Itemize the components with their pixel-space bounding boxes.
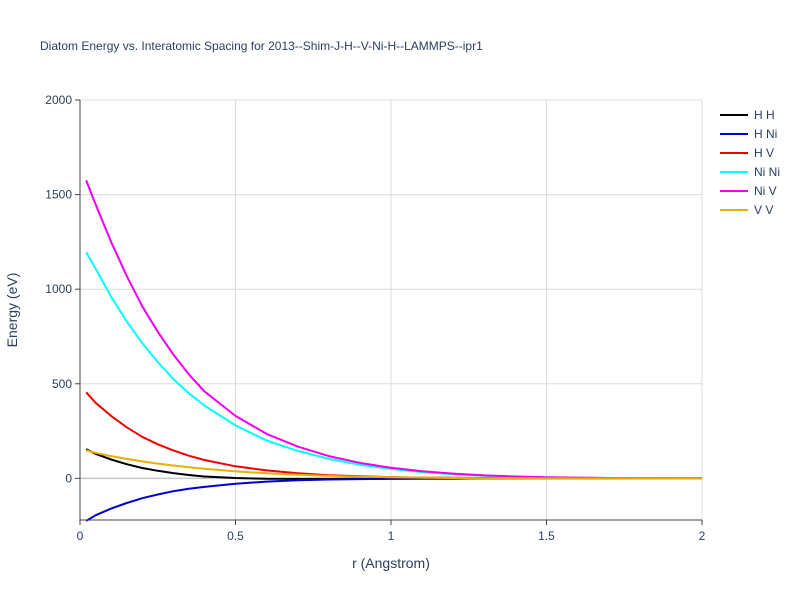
x-axis-title: r (Angstrom) <box>352 555 430 571</box>
x-tick-label: 0.5 <box>227 529 244 543</box>
legend-item[interactable]: V V <box>720 203 773 217</box>
legend-label: H Ni <box>754 127 777 141</box>
y-tick-label: 0 <box>65 471 72 485</box>
legend: H H H Ni H V Ni Ni Ni V V V <box>720 108 780 217</box>
x-tick-labels: 0 0.5 1 1.5 2 <box>77 529 706 543</box>
legend-label: H H <box>754 108 775 122</box>
grid-lines <box>80 99 703 520</box>
legend-item[interactable]: Ni V <box>720 184 777 198</box>
axes <box>75 99 703 525</box>
series-line-h-h <box>85 448 702 480</box>
series-lines <box>85 180 702 522</box>
x-tick-label: 0 <box>77 529 84 543</box>
legend-item[interactable]: H H <box>720 108 775 122</box>
y-tick-labels: 0 500 1000 1500 2000 <box>45 93 72 485</box>
series-line-h-ni <box>85 477 702 522</box>
x-tick-label: 2 <box>699 529 706 543</box>
y-axis-title: Energy (eV) <box>4 273 20 348</box>
chart-title: Diatom Energy vs. Interatomic Spacing fo… <box>40 39 483 53</box>
series-line-v-v <box>85 449 702 480</box>
y-tick-label: 2000 <box>45 93 72 107</box>
legend-label: H V <box>754 146 774 160</box>
x-tick-label: 1 <box>388 529 395 543</box>
legend-item[interactable]: H Ni <box>720 127 777 141</box>
legend-label: Ni Ni <box>754 165 780 179</box>
legend-item[interactable]: Ni Ni <box>720 165 780 179</box>
y-tick-label: 1000 <box>45 282 72 296</box>
series-line-ni-v <box>85 180 702 480</box>
series-line-ni-ni <box>85 251 702 480</box>
legend-label: Ni V <box>754 184 777 198</box>
x-tick-label: 1.5 <box>538 529 555 543</box>
legend-label: V V <box>754 203 773 217</box>
legend-item[interactable]: H V <box>720 146 774 160</box>
y-tick-label: 500 <box>52 377 72 391</box>
y-tick-label: 1500 <box>45 188 72 202</box>
